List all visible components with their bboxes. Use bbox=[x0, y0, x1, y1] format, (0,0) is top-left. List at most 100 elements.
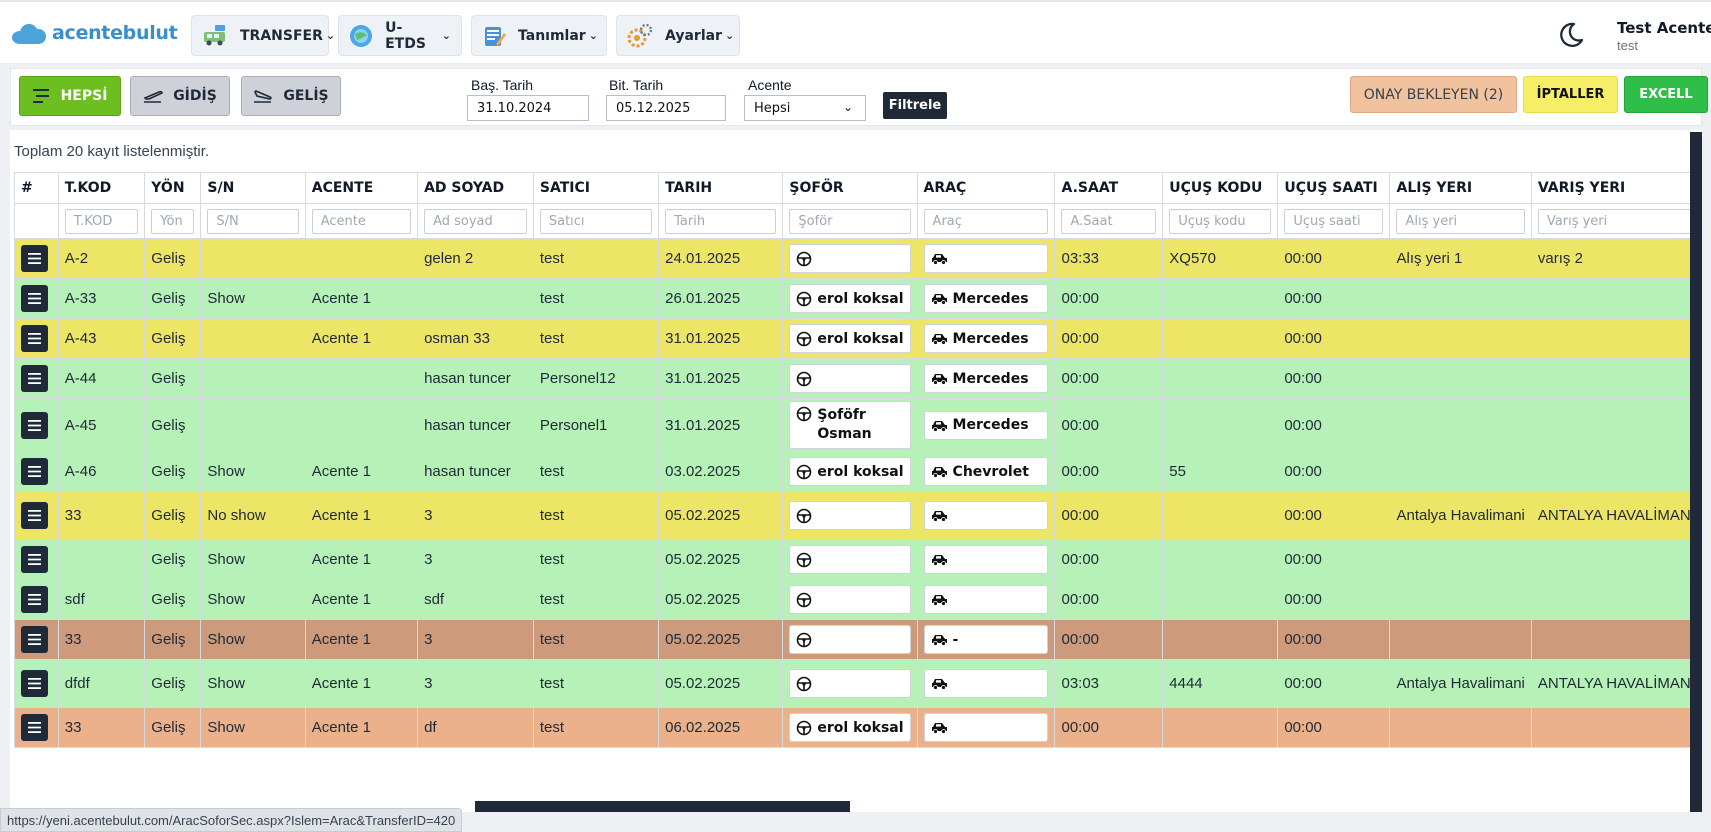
excel-export-button[interactable]: EXCELL bbox=[1624, 76, 1708, 113]
column-header[interactable]: UÇUŞ KODU bbox=[1162, 172, 1279, 204]
column-filter-input[interactable]: Satıcı bbox=[539, 208, 653, 234]
row-menu-button[interactable] bbox=[21, 411, 48, 439]
row-menu-button[interactable] bbox=[21, 285, 48, 312]
nav-uetds[interactable]: U-ETDS ⌄ bbox=[338, 15, 462, 56]
table-row[interactable]: dfdf Geliş Show Acente 1 3 test 05.02.2025 03:0… bbox=[14, 659, 1702, 708]
vehicle-select-button[interactable]: Chevrolet bbox=[923, 457, 1049, 486]
table-row[interactable]: 33 Geliş Show Acente 1 df test 06.02.2025 erol … bbox=[14, 707, 1702, 748]
column-filter-input[interactable]: Şoför bbox=[789, 208, 911, 234]
vehicle-select-button[interactable] bbox=[923, 501, 1049, 530]
table-row[interactable]: A-46 Geliş Show Acente 1 hasan tuncer test 03.… bbox=[14, 451, 1702, 492]
driver-select-button[interactable] bbox=[789, 585, 911, 614]
start-date-input[interactable]: 31.10.2024 bbox=[467, 95, 589, 121]
cancellations-button[interactable]: İPTALLER bbox=[1523, 76, 1618, 113]
cell-sn bbox=[200, 318, 306, 359]
table-row[interactable]: A-2 Geliş gelen 2 test 24.01.2025 03:33 XQ570 0… bbox=[14, 238, 1702, 279]
driver-select-button[interactable] bbox=[789, 501, 911, 530]
nav-ayarlar[interactable]: Ayarlar ⌄ bbox=[616, 15, 740, 56]
row-menu-button[interactable] bbox=[21, 458, 48, 485]
brand-logo[interactable]: acentebulut bbox=[12, 22, 178, 44]
column-header[interactable]: ŞOFÖR bbox=[782, 172, 918, 204]
column-filter-input[interactable]: T.KOD bbox=[64, 208, 139, 234]
row-menu-button[interactable] bbox=[21, 626, 48, 653]
row-menu-button[interactable] bbox=[21, 670, 48, 697]
driver-select-button[interactable]: erol koksal bbox=[789, 324, 911, 353]
vertical-scrollbar[interactable] bbox=[1690, 132, 1702, 812]
driver-select-button[interactable]: erol koksal bbox=[789, 713, 911, 742]
column-filter-input[interactable]: S/N bbox=[207, 208, 299, 234]
end-date-input[interactable]: 05.12.2025 bbox=[606, 95, 726, 121]
column-header[interactable]: UÇUŞ SAATI bbox=[1277, 172, 1391, 204]
driver-select-button[interactable] bbox=[789, 669, 911, 698]
column-filter-input[interactable]: Yön bbox=[151, 208, 195, 234]
row-menu-button[interactable] bbox=[21, 546, 48, 573]
row-menu-button[interactable] bbox=[21, 325, 48, 352]
column-header[interactable]: VARIŞ YERI bbox=[1530, 172, 1702, 204]
column-header[interactable]: AD SOYAD bbox=[417, 172, 534, 204]
user-name[interactable]: Test Acente bbox=[1617, 19, 1711, 37]
column-filter-input[interactable]: Varış yeri bbox=[1537, 208, 1695, 234]
vehicle-select-button[interactable]: Mercedes bbox=[923, 324, 1049, 353]
departure-button[interactable]: GİDİŞ bbox=[130, 76, 230, 116]
filter-button[interactable]: Filtrele bbox=[883, 92, 947, 119]
cell-varis bbox=[1530, 619, 1702, 660]
driver-select-button[interactable] bbox=[789, 244, 911, 273]
driver-select-button[interactable]: erol koksal bbox=[789, 284, 911, 313]
nav-transfer[interactable]: TRANSFER ⌄ bbox=[191, 15, 335, 56]
column-header[interactable]: ARAÇ bbox=[916, 172, 1056, 204]
table-row[interactable]: A-45 Geliş hasan tuncer Personel1 31.01.2025… bbox=[14, 398, 1702, 452]
column-header[interactable]: S/N bbox=[200, 172, 306, 204]
column-filter-input[interactable]: Araç bbox=[923, 208, 1049, 234]
vehicle-select-button[interactable]: Mercedes bbox=[923, 364, 1049, 393]
row-menu-button[interactable] bbox=[21, 586, 48, 613]
vehicle-select-button[interactable]: - bbox=[923, 625, 1049, 654]
table-row[interactable]: 33 Geliş No show Acente 1 3 test 05.02.2025 00:… bbox=[14, 491, 1702, 540]
column-filter-input[interactable]: Alış yeri bbox=[1396, 208, 1525, 234]
all-button[interactable]: HEPSİ bbox=[19, 76, 121, 116]
vehicle-select-button[interactable]: Mercedes bbox=[923, 284, 1049, 313]
table-row[interactable]: A-33 Geliş Show Acente 1 test 26.01.2025 erol … bbox=[14, 278, 1702, 319]
column-header[interactable]: ACENTE bbox=[304, 172, 419, 204]
pending-approval-button[interactable]: ONAY BEKLEYEN (2) bbox=[1350, 76, 1517, 113]
dark-mode-moon-icon[interactable] bbox=[1556, 20, 1586, 50]
column-filter-input[interactable]: Uçuş kodu bbox=[1169, 208, 1272, 234]
column-header[interactable]: A.SAAT bbox=[1054, 172, 1164, 204]
row-menu-button[interactable] bbox=[21, 714, 48, 741]
arrival-button[interactable]: GELİŞ bbox=[241, 76, 341, 116]
nav-tanimlar[interactable]: Tanımlar ⌄ bbox=[471, 15, 607, 56]
vehicle-select-button[interactable] bbox=[923, 669, 1049, 698]
row-menu-button[interactable] bbox=[21, 245, 48, 272]
column-filter-input[interactable]: Tarih bbox=[665, 208, 777, 234]
column-filter-input[interactable]: Uçuş saati bbox=[1284, 208, 1384, 234]
column-header[interactable]: # bbox=[14, 172, 59, 204]
agency-select[interactable]: Hepsi ⌄ bbox=[744, 95, 866, 121]
column-header[interactable]: T.KOD bbox=[57, 172, 146, 204]
vehicle-select-button[interactable] bbox=[923, 713, 1049, 742]
cell-ad: gelen 2 bbox=[417, 238, 534, 279]
column-filter-input[interactable]: A.Saat bbox=[1061, 208, 1157, 234]
driver-select-button[interactable]: Şoföfr Osman bbox=[789, 401, 911, 449]
driver-select-button[interactable] bbox=[789, 625, 911, 654]
vehicle-select-button[interactable] bbox=[923, 585, 1049, 614]
driver-select-button[interactable] bbox=[789, 545, 911, 574]
driver-select-button[interactable] bbox=[789, 364, 911, 393]
vehicle-select-button[interactable] bbox=[923, 244, 1049, 273]
column-filter-input[interactable]: Acente bbox=[311, 208, 412, 234]
column-filter-input[interactable]: Ad soyad bbox=[424, 208, 527, 234]
row-menu-button[interactable] bbox=[21, 365, 48, 392]
row-menu-button[interactable] bbox=[21, 502, 48, 529]
vehicle-select-button[interactable] bbox=[923, 545, 1049, 574]
column-header[interactable]: ALIŞ YERI bbox=[1389, 172, 1532, 204]
table-row[interactable]: 33 Geliş Show Acente 1 3 test 05.02.2025 - 00:00… bbox=[14, 619, 1702, 660]
vehicle-select-button[interactable]: Mercedes bbox=[923, 410, 1049, 440]
horizontal-scrollbar[interactable] bbox=[475, 801, 850, 812]
driver-select-button[interactable]: erol koksal bbox=[789, 457, 911, 486]
table-row[interactable]: A-43 Geliş Acente 1 osman 33 test 31.01.2025 e… bbox=[14, 318, 1702, 359]
table-row[interactable]: A-44 Geliş hasan tuncer Personel12 31.01.202… bbox=[14, 358, 1702, 399]
column-header[interactable]: SATICI bbox=[532, 172, 660, 204]
column-header[interactable]: YÖN bbox=[144, 172, 202, 204]
van-icon bbox=[202, 23, 228, 49]
column-header[interactable]: TARIH bbox=[658, 172, 784, 204]
table-row[interactable]: Geliş Show Acente 1 3 test 05.02.2025 00:00 00:… bbox=[14, 539, 1702, 580]
table-row[interactable]: sdf Geliş Show Acente 1 sdf test 05.02.2025 00:… bbox=[14, 579, 1702, 620]
